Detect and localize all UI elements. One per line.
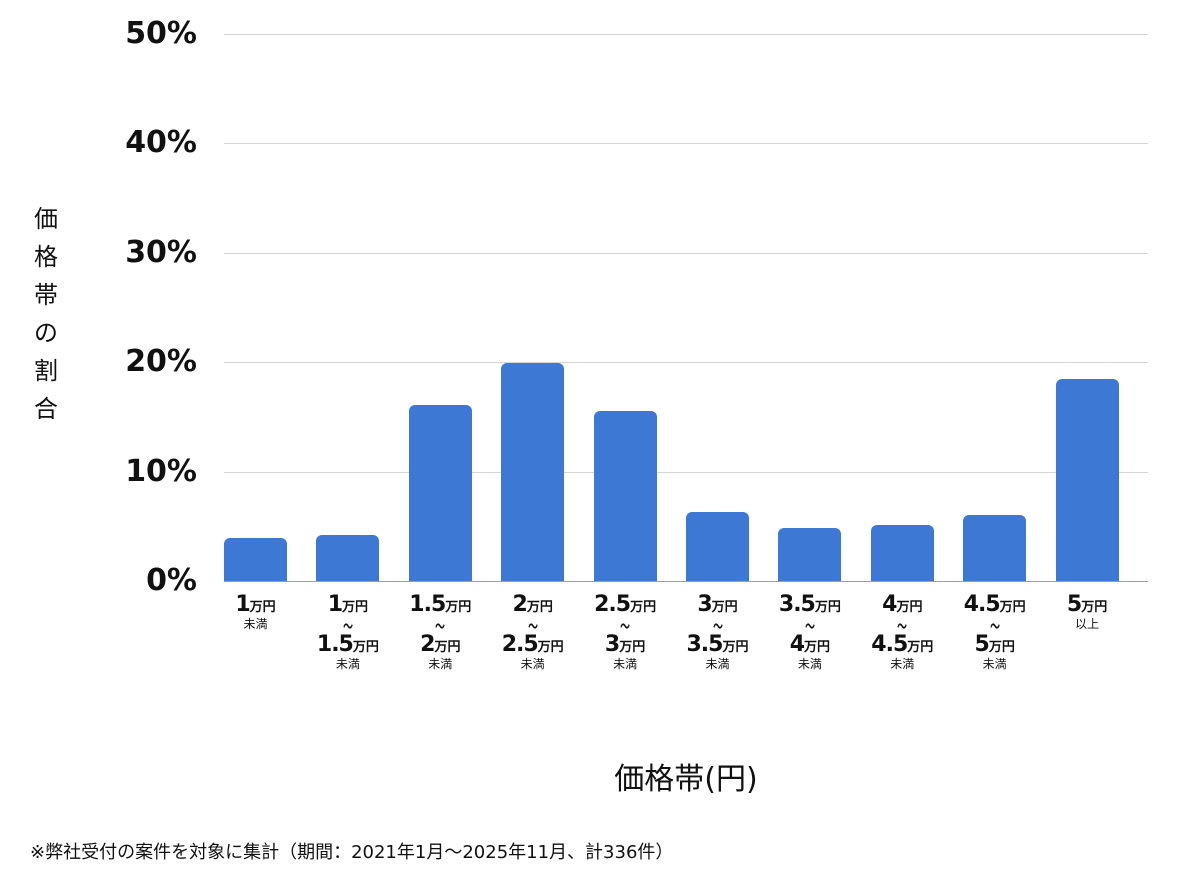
y-tick-label: 20% bbox=[125, 344, 197, 380]
y-axis-title: 価 格 帯 の 割 合 bbox=[30, 200, 62, 428]
bar bbox=[870, 525, 934, 581]
y-axis-title-char: 割 bbox=[34, 357, 58, 385]
y-axis-title-char: 格 bbox=[34, 243, 58, 271]
x-axis-baseline bbox=[224, 581, 1148, 582]
y-tick-label: 40% bbox=[125, 125, 197, 161]
x-tick-label: 1.5万円〜 2万円 未満 bbox=[409, 592, 472, 672]
y-axis-title-char: 帯 bbox=[34, 281, 58, 309]
bar bbox=[1055, 378, 1119, 581]
gridline bbox=[224, 34, 1148, 35]
bar bbox=[224, 538, 287, 581]
x-tick-label: 1万円 未満 bbox=[235, 592, 276, 632]
x-tick-label: 5万円 以上 bbox=[1066, 592, 1108, 632]
x-tick-label: 3万円〜 3.5万円 未満 bbox=[686, 592, 749, 672]
gridline bbox=[224, 362, 1148, 363]
bar bbox=[778, 528, 842, 581]
gridline bbox=[224, 253, 1148, 254]
y-axis-title-char: の bbox=[34, 319, 58, 347]
x-tick-label: 2.5万円〜 3万円 未満 bbox=[594, 592, 657, 672]
gridline bbox=[224, 143, 1148, 144]
x-tick-label: 4万円〜 4.5万円 未満 bbox=[871, 592, 934, 672]
bar bbox=[408, 404, 472, 581]
bar bbox=[686, 512, 749, 581]
bar bbox=[316, 535, 380, 581]
x-tick-label: 2万円〜 2.5万円 未満 bbox=[501, 592, 564, 672]
y-tick-label: 50% bbox=[125, 16, 197, 51]
y-tick-label: 10% bbox=[125, 453, 197, 489]
bar bbox=[501, 363, 565, 581]
footnote: ※弊社受付の案件を対象に集計（期間：2021年1月〜2025年11月、計336件… bbox=[30, 842, 674, 863]
bar bbox=[593, 411, 657, 581]
x-tick-label: 4.5万円〜 5万円 未満 bbox=[963, 592, 1026, 672]
gridline bbox=[224, 472, 1148, 473]
y-tick-label: 30% bbox=[125, 234, 197, 270]
y-tick-label: 0% bbox=[146, 563, 197, 598]
x-tick-label: 3.5万円〜 4万円 未満 bbox=[778, 592, 841, 672]
y-axis-title-char: 合 bbox=[34, 395, 58, 423]
x-axis-title: 価格帯(円) bbox=[614, 762, 758, 797]
x-tick-label: 1万円〜 1.5万円 未満 bbox=[316, 592, 379, 672]
bar bbox=[963, 515, 1027, 581]
y-axis-title-char: 価 bbox=[34, 205, 58, 233]
